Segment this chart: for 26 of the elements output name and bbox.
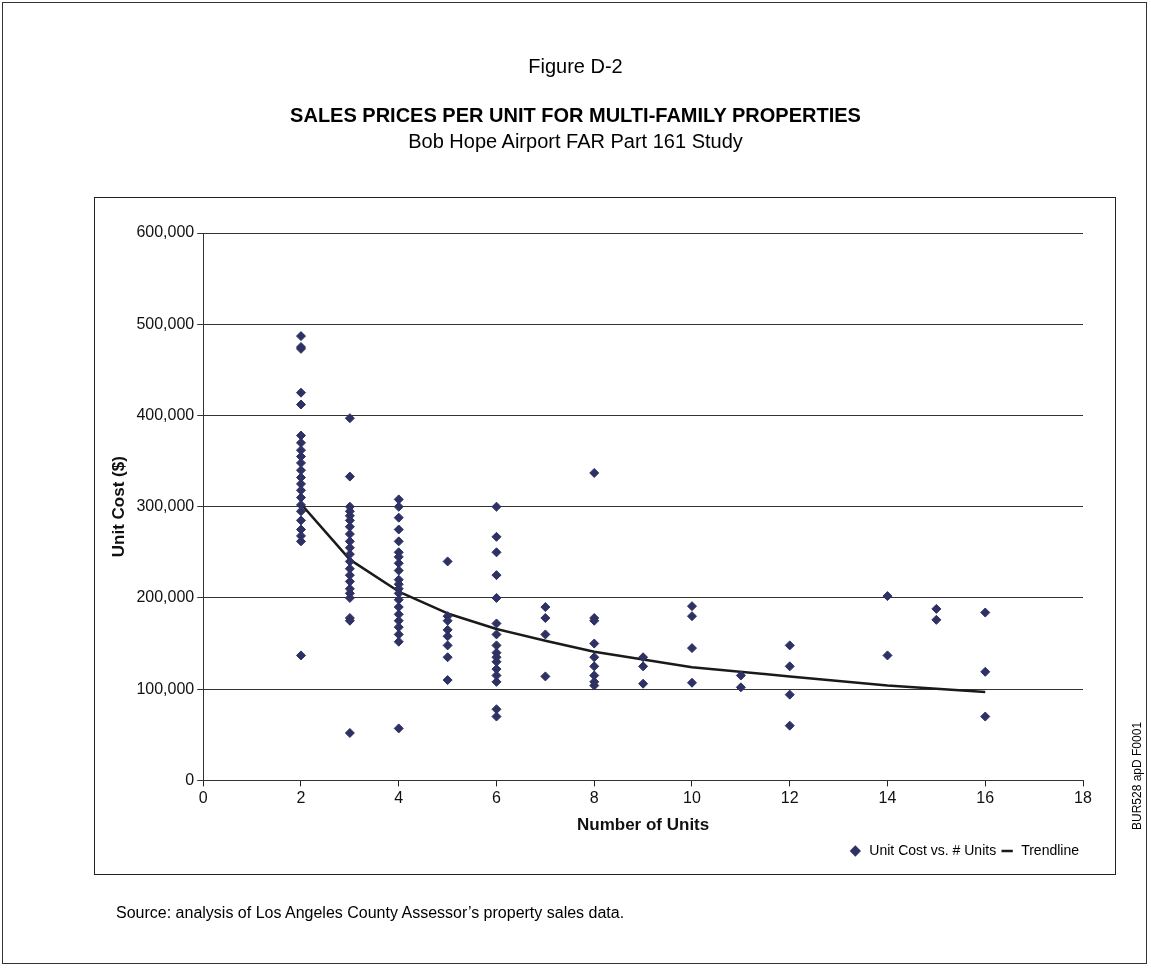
chart-title: SALES PRICES PER UNIT FOR MULTI-FAMILY PROPERTIES: [289, 104, 862, 127]
x-tick-label: 16: [976, 789, 995, 807]
chart-subtitle: Bob Hope Airport FAR Part 161 Study: [407, 130, 744, 153]
text: Figure D-2: [527, 55, 624, 78]
x-tick-label: 12: [780, 789, 799, 807]
y-tick-label: 600,000: [136, 223, 195, 241]
x-tick-label: 0: [198, 789, 208, 807]
y-tick-label: 400,000: [136, 405, 195, 423]
legend-label: Unit Cost vs. # Units: [869, 841, 997, 858]
source-note: Source: analysis of Los Angeles County Assessor’s property sales data.: [116, 904, 625, 922]
text: BUR528 apD F0001: [1130, 721, 1144, 830]
x-tick-label: 2: [296, 789, 306, 807]
x-tick-label: 4: [394, 789, 404, 807]
y-tick-label: 200,000: [136, 588, 195, 606]
legend-label: Trendline: [1021, 841, 1080, 858]
x-tick-label: 14: [878, 789, 897, 807]
x-tick-label: 6: [492, 789, 502, 807]
y-tick-label: 300,000: [136, 497, 195, 515]
y-tick-label: 500,000: [136, 314, 195, 332]
x-tick-label: 8: [589, 789, 599, 807]
x-axis-title: Number of Units: [577, 815, 710, 835]
y-axis-title: Unit Cost ($): [108, 456, 128, 558]
x-tick-label: 10: [683, 789, 701, 807]
y-tick-label: 0: [185, 770, 195, 788]
x-tick-label: 18: [1074, 789, 1092, 807]
y-tick-label: 100,000: [136, 679, 195, 697]
